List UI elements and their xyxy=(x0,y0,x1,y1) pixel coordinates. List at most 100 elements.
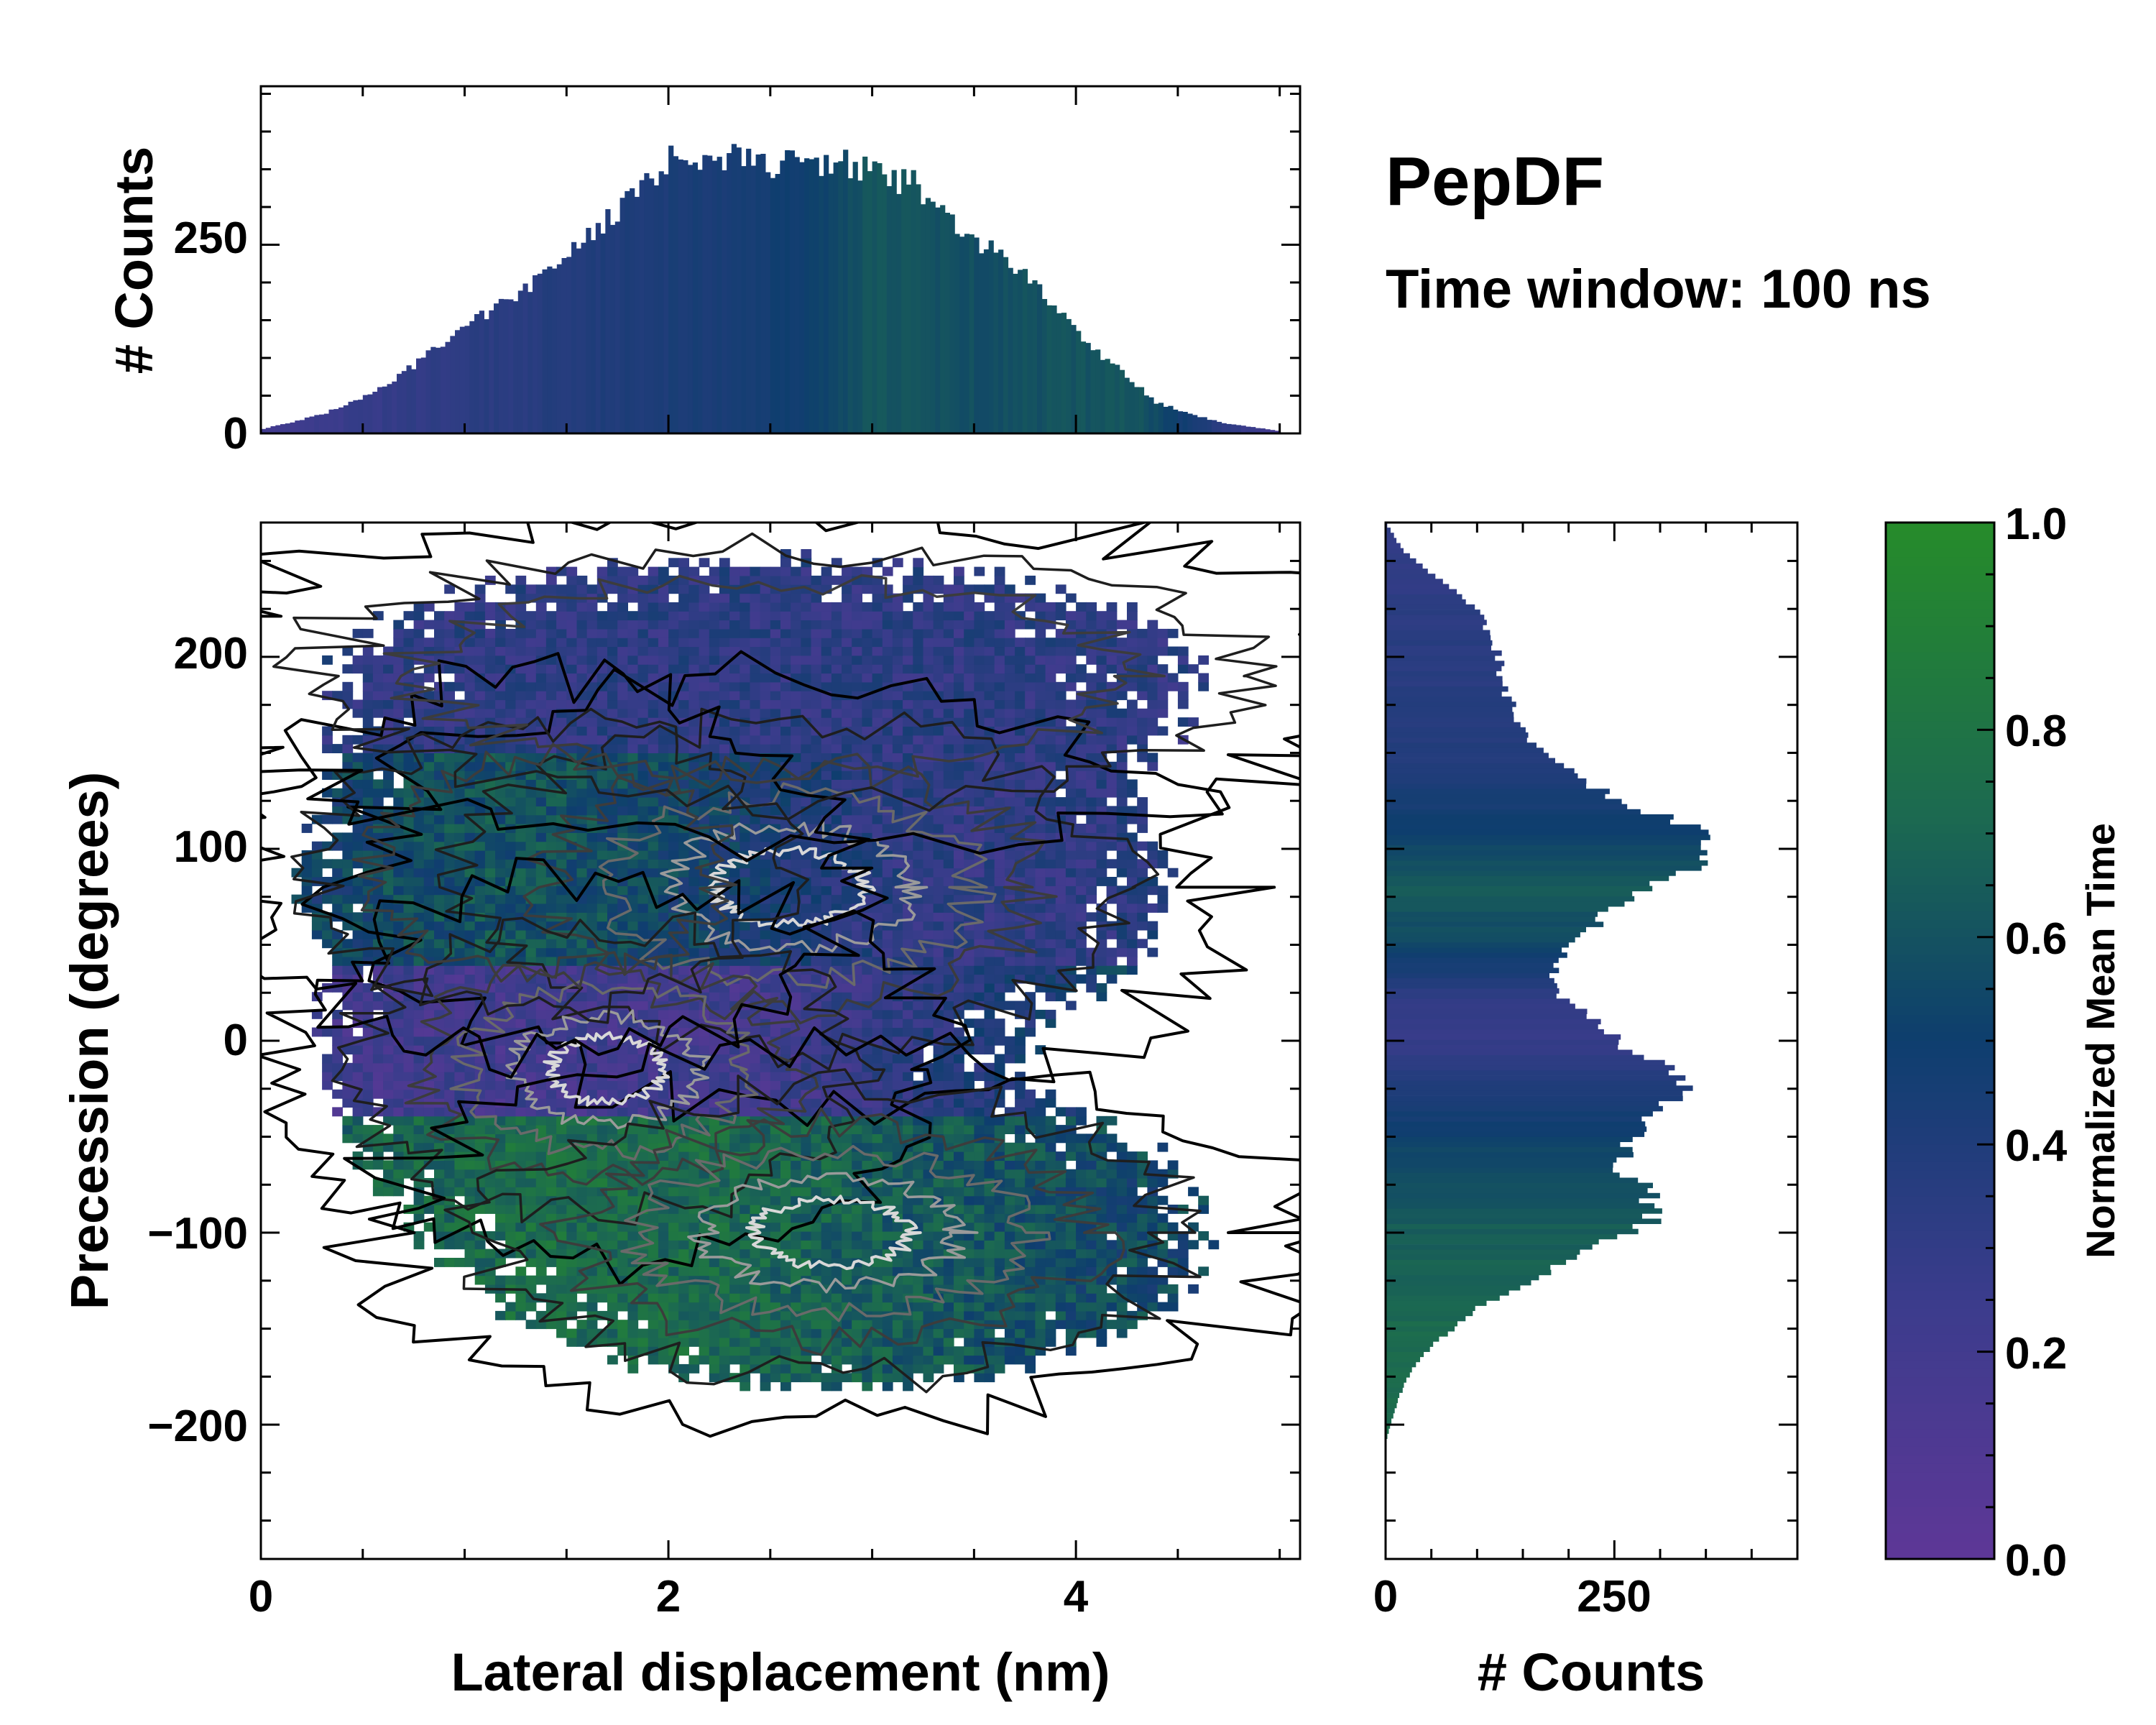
heatmap-cell xyxy=(668,1151,679,1161)
heatmap-cell xyxy=(413,1027,425,1037)
heatmap-cell xyxy=(668,1187,679,1197)
heatmap-cell xyxy=(699,1328,710,1338)
heatmap-cell xyxy=(882,1072,893,1081)
heatmap-cell xyxy=(729,673,740,683)
heatmap-cell xyxy=(352,1107,364,1117)
heatmap-cell xyxy=(383,1187,394,1197)
heatmap-cell xyxy=(862,1045,873,1055)
heatmap-cell xyxy=(586,1160,598,1170)
heatmap-cell xyxy=(607,691,618,701)
top-histogram-bar xyxy=(925,198,931,433)
heatmap-cell xyxy=(484,1125,496,1134)
heatmap-cell xyxy=(658,638,669,648)
heatmap-cell xyxy=(882,1125,893,1134)
heatmap-cell xyxy=(484,628,496,638)
top-histogram-bar xyxy=(697,170,703,433)
heatmap-cell xyxy=(566,859,578,869)
heatmap-cell xyxy=(413,770,425,780)
heatmap-cell xyxy=(423,912,435,922)
heatmap-cell xyxy=(903,726,913,736)
heatmap-cell xyxy=(586,841,598,851)
heatmap-cell xyxy=(525,681,537,691)
heatmap-cell xyxy=(434,859,445,869)
heatmap-cell xyxy=(811,859,822,869)
heatmap-cell xyxy=(872,753,883,763)
heatmap-cell xyxy=(760,726,771,736)
top-histogram-bar xyxy=(547,266,553,433)
heatmap-cell xyxy=(495,1151,506,1161)
heatmap-cell xyxy=(740,1133,751,1144)
heatmap-cell xyxy=(668,841,679,851)
heatmap-cell xyxy=(750,886,761,896)
heatmap-cell xyxy=(434,761,445,771)
heatmap-cell xyxy=(362,1089,374,1099)
heatmap-cell xyxy=(831,779,842,789)
heatmap-cell xyxy=(637,664,649,674)
top-histogram-bar xyxy=(353,400,359,433)
heatmap-cell xyxy=(576,726,588,736)
heatmap-cell xyxy=(454,814,466,824)
heatmap-cell xyxy=(403,1000,415,1011)
heatmap-cells xyxy=(291,549,1220,1392)
heatmap-cell xyxy=(821,1240,832,1250)
top-histogram-bar xyxy=(440,346,446,433)
heatmap-cell xyxy=(362,779,374,789)
heatmap-cell xyxy=(688,611,700,621)
heatmap-cell xyxy=(862,841,873,851)
heatmap-cell xyxy=(882,744,893,753)
heatmap-cell xyxy=(872,974,883,984)
heatmap-cell xyxy=(383,974,394,984)
heatmap-cell xyxy=(484,1045,496,1055)
heatmap-cell xyxy=(740,1098,751,1108)
heatmap-cell xyxy=(709,1213,720,1223)
heatmap-cell xyxy=(678,1072,689,1081)
heatmap-cell xyxy=(637,708,649,718)
heatmap-cell xyxy=(760,770,771,780)
heatmap-cell xyxy=(362,1054,374,1064)
heatmap-cell xyxy=(495,859,506,869)
heatmap-cell xyxy=(852,1072,862,1081)
heatmap-cell xyxy=(505,628,516,638)
heatmap-cell xyxy=(464,1195,476,1205)
heatmap-cell xyxy=(842,1089,852,1099)
heatmap-cell xyxy=(760,691,771,701)
heatmap-cell xyxy=(770,983,781,993)
heatmap-cell xyxy=(648,566,659,576)
heatmap-cell xyxy=(688,877,700,886)
heatmap-cell xyxy=(525,841,537,851)
heatmap-cell xyxy=(413,894,425,904)
heatmap-cell xyxy=(699,877,710,886)
heatmap-cell xyxy=(525,1009,537,1019)
heatmap-cell xyxy=(821,646,832,656)
heatmap-cell xyxy=(535,673,547,683)
heatmap-cell xyxy=(842,1231,852,1241)
heatmap-cell xyxy=(372,681,384,691)
heatmap-cell xyxy=(780,797,791,806)
heatmap-cell xyxy=(811,1293,822,1303)
heatmap-cell xyxy=(892,611,903,621)
heatmap-cell xyxy=(627,620,639,630)
heatmap-cell xyxy=(780,1337,791,1347)
heatmap-cell xyxy=(545,1018,557,1029)
heatmap-cell xyxy=(515,1231,527,1241)
heatmap-cell xyxy=(842,1320,852,1330)
heatmap-cell xyxy=(596,841,608,851)
heatmap-cell xyxy=(740,1213,751,1223)
heatmap-cell xyxy=(770,939,781,949)
heatmap-cell xyxy=(780,1346,791,1356)
heatmap-cell xyxy=(913,1169,924,1179)
heatmap-cell xyxy=(535,1169,547,1179)
heatmap-cell xyxy=(444,859,455,869)
heatmap-cell xyxy=(505,708,516,718)
heatmap-cell xyxy=(566,806,578,816)
heatmap-cell xyxy=(750,628,761,638)
heatmap-cell xyxy=(852,1266,862,1276)
top-histogram-bar xyxy=(1245,426,1251,433)
heatmap-cell xyxy=(444,691,455,701)
heatmap-cell xyxy=(719,1337,730,1347)
heatmap-cell xyxy=(434,929,445,939)
heatmap-cell xyxy=(586,735,598,745)
heatmap-cell xyxy=(862,1160,873,1170)
heatmap-cell xyxy=(505,699,516,709)
heatmap-cell xyxy=(535,814,547,824)
